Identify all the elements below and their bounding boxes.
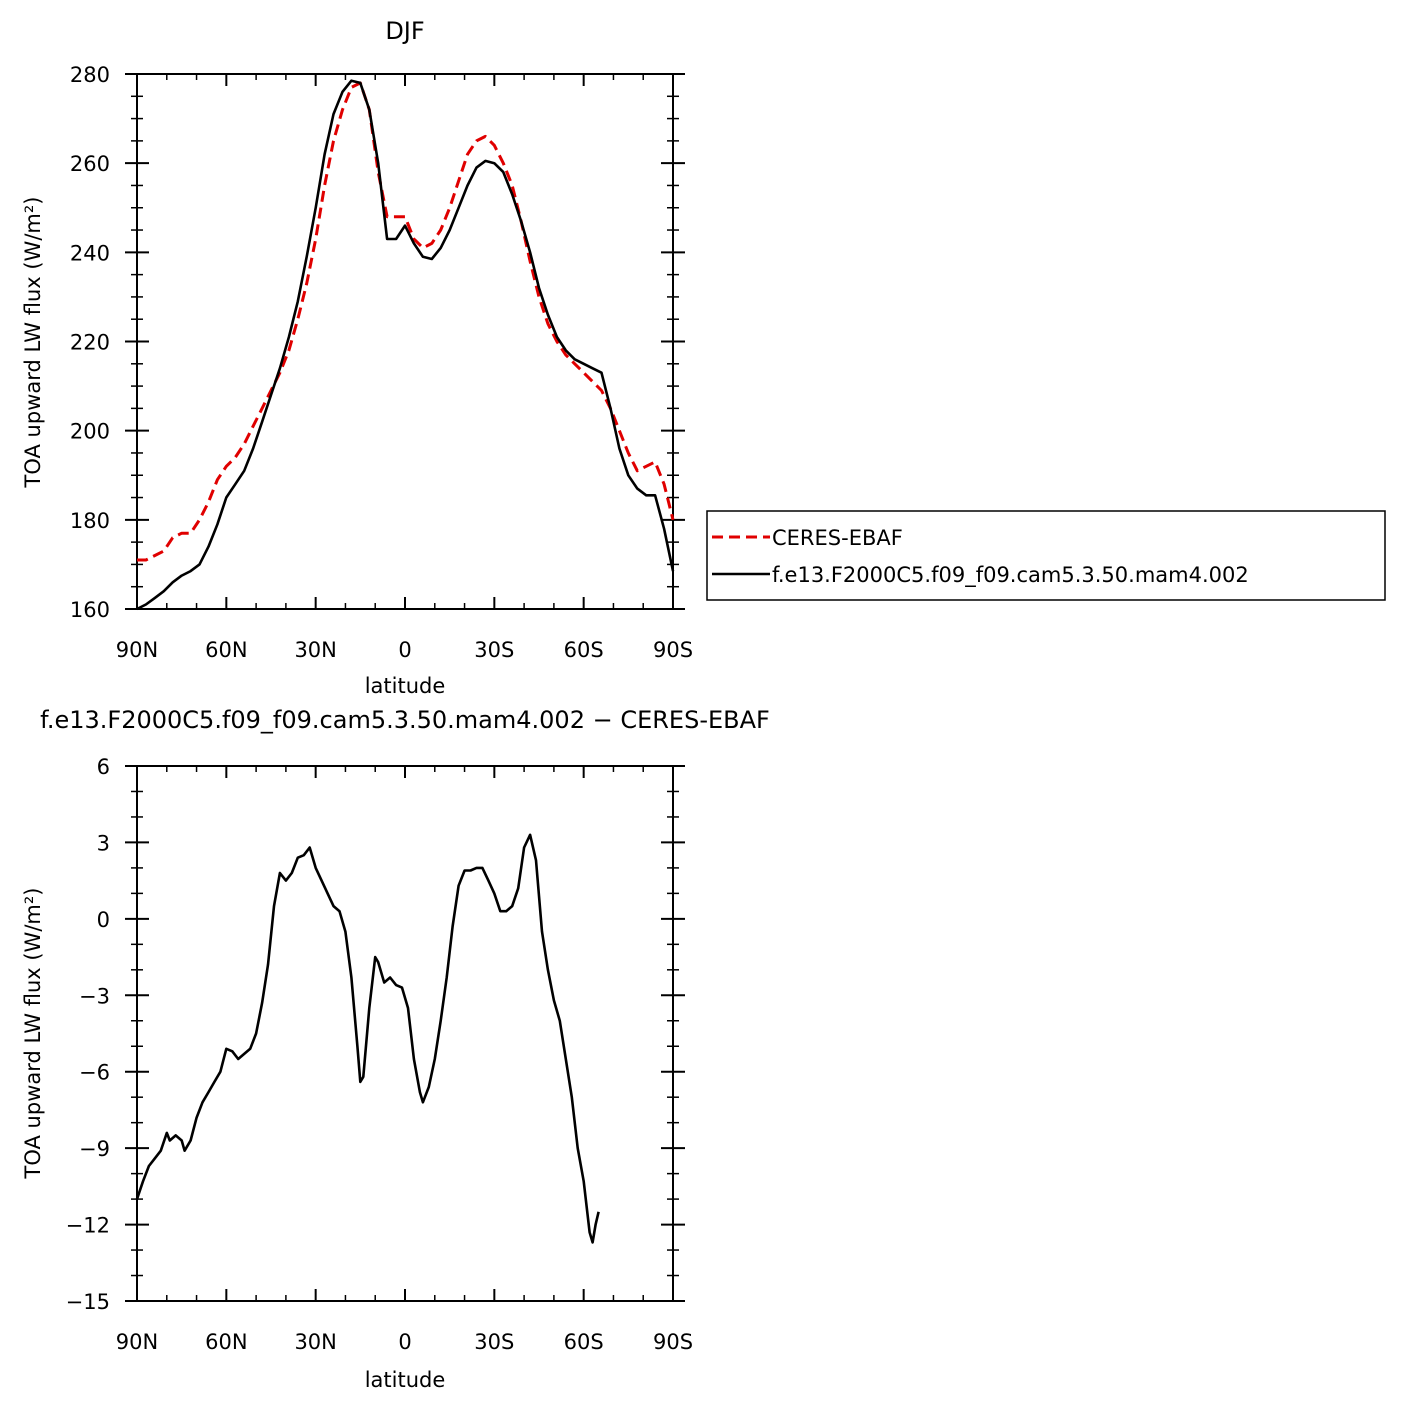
x-tick-label: 90S [653, 1330, 693, 1354]
x-tick-label: 0 [398, 638, 411, 662]
y-tick-label: 260 [70, 152, 110, 176]
legend-label-ceres: CERES-EBAF [772, 526, 903, 550]
series-line-top-0 [137, 81, 675, 562]
y-tick-label: −9 [79, 1137, 110, 1161]
x-axis-label-bottom: latitude [365, 1368, 446, 1392]
series-line-bottom-0 [135, 833, 600, 1244]
y-tick-label: 160 [70, 598, 110, 622]
x-tick-label: 90N [116, 638, 158, 662]
x-tick-label: 30S [474, 638, 514, 662]
series-group-top [136, 79, 675, 611]
y-axis-label-top: TOA upward LW flux (W/m²) [21, 197, 45, 489]
panel-difference-chart: f.e13.F2000C5.f09_f09.cam5.3.50.mam4.002… [21, 706, 770, 1392]
y-tick-label: 6 [97, 755, 110, 779]
x-axis-label-top: latitude [365, 674, 446, 698]
plot-frame-top [136, 73, 674, 610]
y-tick-label: −6 [79, 1061, 110, 1085]
axis-ticks-bottom: 90N 60N 30N 0 30S 60S 90S −15 −12 −9 −6 −3 0 3 6 [66, 755, 693, 1354]
y-tick-label: 180 [70, 509, 110, 533]
x-tick-label: 30N [294, 638, 336, 662]
legend-box [706, 510, 1386, 601]
x-tick-label: 30N [294, 1330, 336, 1354]
plot-frame-bottom [136, 765, 674, 1302]
y-tick-label: −15 [66, 1290, 110, 1314]
x-tick-label: 60S [564, 638, 604, 662]
y-tick-label: 200 [70, 420, 110, 444]
x-tick-label: 90N [116, 1330, 158, 1354]
axis-ticks-top: 90N 60N 30N 0 30S 60S 90S 160 180 200 220 240 260 280 [70, 63, 693, 662]
legend-label-model: f.e13.F2000C5.f09_f09.cam5.3.50.mam4.002 [772, 563, 1249, 588]
y-tick-label: −3 [79, 984, 110, 1008]
x-tick-label: 60S [564, 1330, 604, 1354]
y-tick-label: 240 [70, 241, 110, 265]
y-tick-label: 220 [70, 331, 110, 355]
x-tick-label: 30S [474, 1330, 514, 1354]
chart-title-difference: f.e13.F2000C5.f09_f09.cam5.3.50.mam4.002… [40, 706, 770, 734]
panel-djf-chart: DJF TOA upward LW flux (W/m²) latitude 9… [21, 17, 693, 698]
y-tick-label: −12 [66, 1214, 110, 1238]
series-group-bottom [135, 833, 600, 1244]
y-axis-label-bottom: TOA upward LW flux (W/m²) [21, 888, 45, 1180]
y-tick-label: 3 [97, 831, 110, 855]
x-tick-label: 90S [653, 638, 693, 662]
legend: CERES-EBAF f.e13.F2000C5.f09_f09.cam5.3.… [706, 510, 1386, 601]
chart-title-djf: DJF [385, 17, 424, 45]
x-tick-label: 60N [205, 638, 247, 662]
x-tick-label: 60N [205, 1330, 247, 1354]
series-line-top-1 [136, 79, 675, 611]
y-tick-label: 0 [97, 908, 110, 932]
y-tick-label: 280 [70, 63, 110, 87]
x-tick-label: 0 [398, 1330, 411, 1354]
